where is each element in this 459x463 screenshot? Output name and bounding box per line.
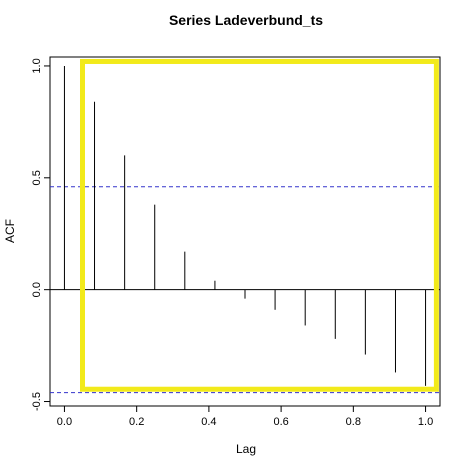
- highlight-overlay: [80, 58, 439, 392]
- confidence-lines: [50, 186, 440, 394]
- chart-title: Series Ladeverbund_ts: [169, 12, 323, 28]
- x-tick-label: 0.6: [273, 416, 288, 428]
- plot-frame: [49, 56, 441, 407]
- acf-stems: [63, 65, 427, 386]
- x-tick-label: 0.4: [201, 416, 216, 428]
- x-axis-label: Lag: [236, 442, 256, 456]
- y-axis: -0.5 0.0 0.5 1.0: [31, 58, 51, 411]
- y-tick-label: 0.5: [31, 170, 43, 185]
- y-tick-label: 0.0: [31, 282, 43, 297]
- x-tick-label: 0.0: [57, 416, 72, 428]
- y-tick-label: 1.0: [31, 58, 43, 73]
- y-axis-label: ACF: [3, 219, 17, 243]
- x-tick-label: 0.8: [346, 416, 361, 428]
- x-tick-label: 1.0: [418, 416, 433, 428]
- highlight-rect: [80, 58, 439, 392]
- x-tick-label: 0.2: [129, 416, 144, 428]
- x-axis: 0.0 0.2 0.4 0.6 0.8 1.0: [57, 405, 433, 428]
- y-tick-label: -0.5: [31, 392, 43, 411]
